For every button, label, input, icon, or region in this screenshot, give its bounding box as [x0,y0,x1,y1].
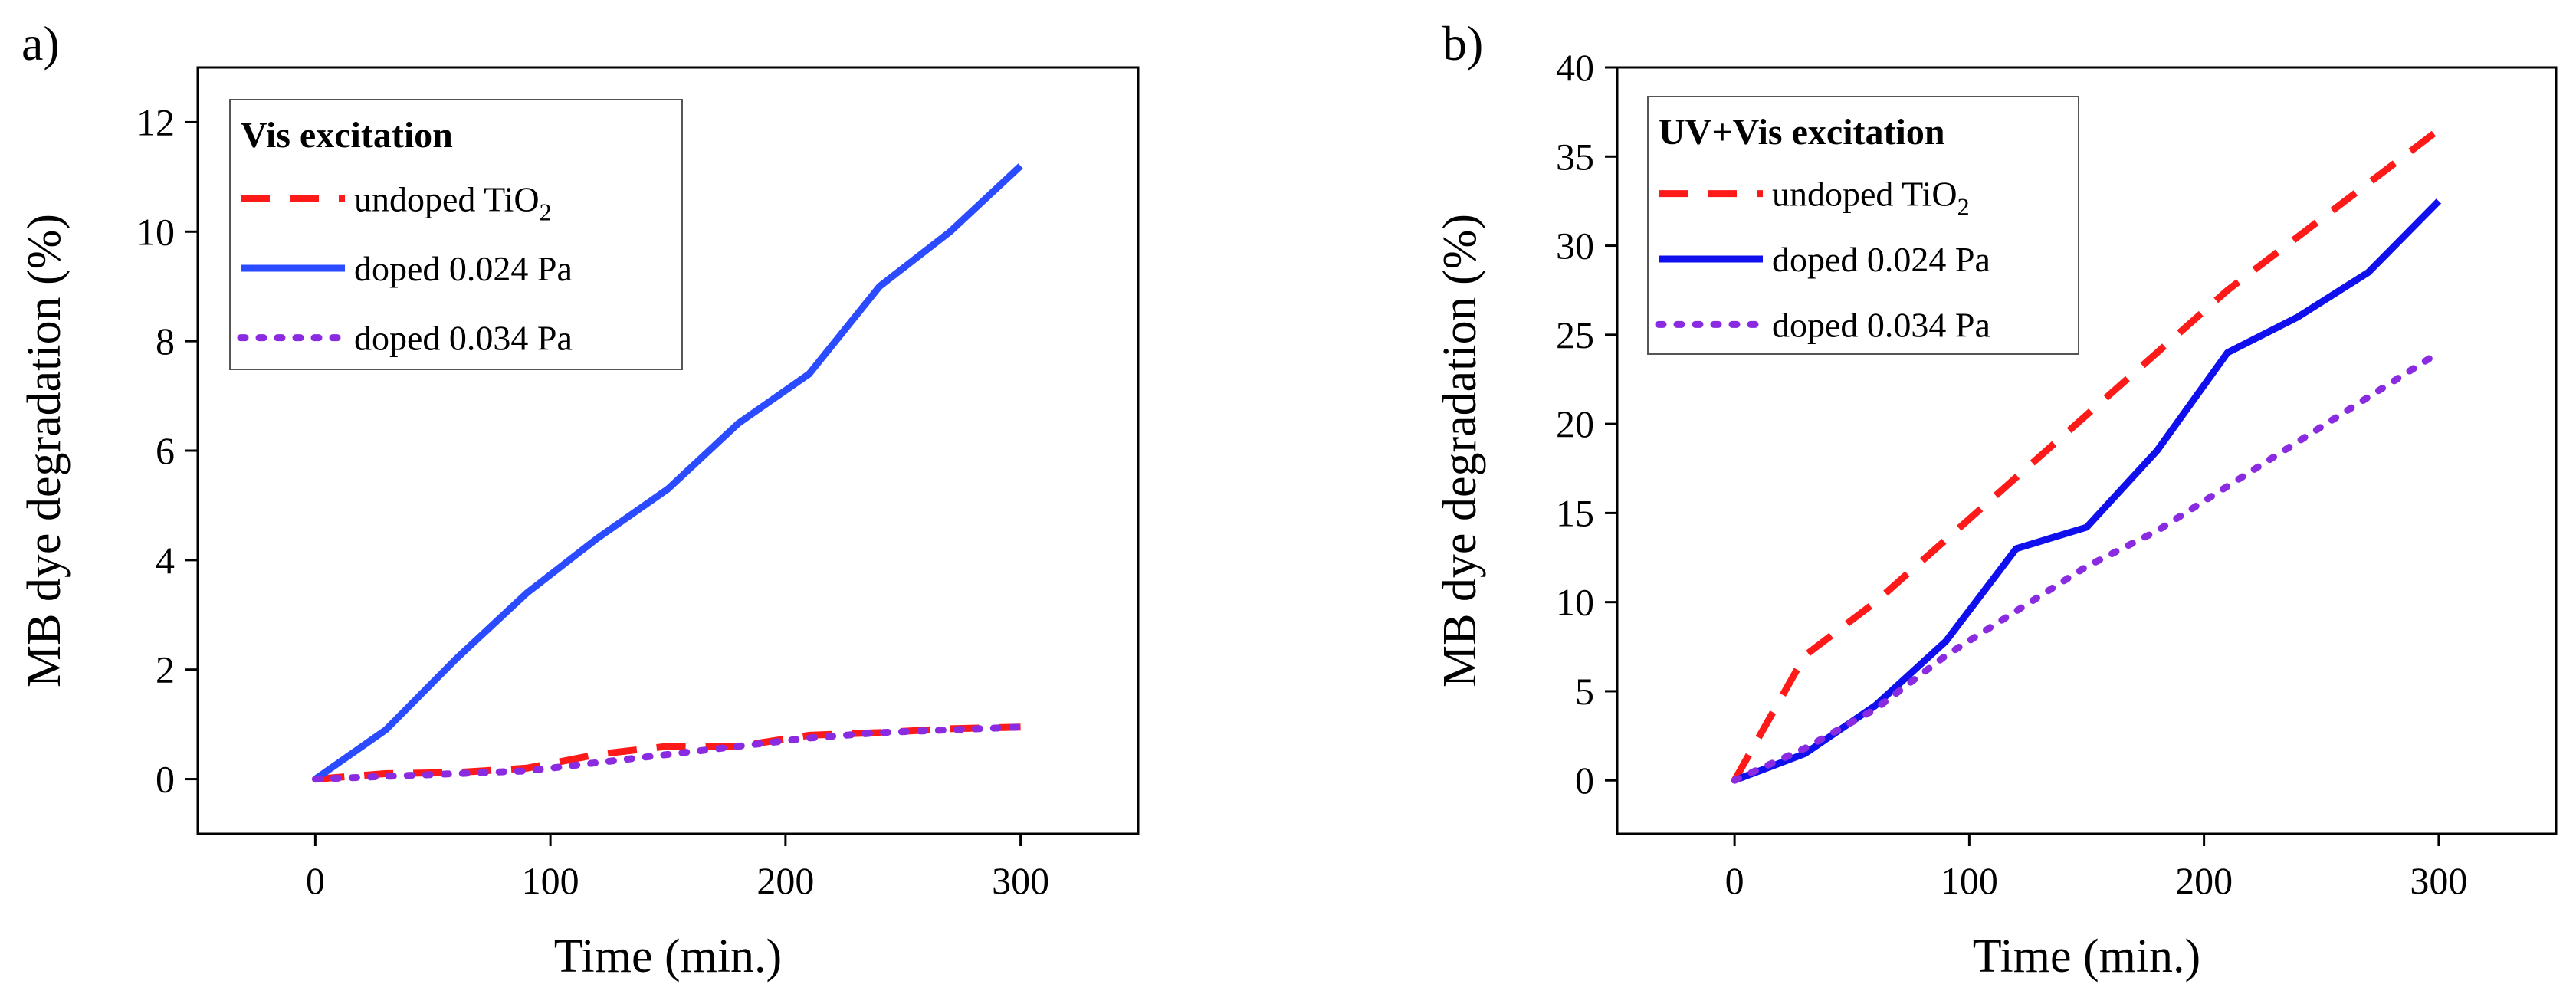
legend-title: UV+Vis excitation [1659,112,1945,153]
y-tick-label: 6 [156,429,175,472]
y-tick-label: 25 [1556,313,1594,356]
x-tick-label: 300 [992,859,1049,902]
y-tick-label: 4 [156,539,175,582]
y-tick-label: 0 [1575,759,1594,802]
chart-panel-b: 0 100 200 300 0 5 10 15 20 25 30 35 40 Time (min.) MB … [1434,16,2558,983]
series-line-2 [313,163,1023,782]
x-tick-label: 200 [756,859,814,902]
x-tick-label: 100 [1941,859,1998,902]
panel-label: b) [1442,16,1483,71]
y-tick-label: 35 [1556,135,1594,178]
legend-label-2: doped 0.024 Pa [1772,240,1990,279]
legend: Vis excitation undoped TiO2 doped 0.024 Pa… [229,99,683,370]
y-tick-label: 2 [156,648,175,691]
legend-label-3: doped 0.034 Pa [354,319,573,358]
legend-box [229,99,683,370]
legend-box [1647,96,2079,355]
x-tick-label: 200 [2175,859,2233,902]
y-tick-label: 40 [1556,46,1594,89]
series-line-1 [1731,126,2441,782]
series-line-3 [311,723,1025,783]
x-tick-label: 300 [2410,859,2467,902]
series-line-3 [1731,349,2443,784]
legend-label-1: undoped TiO2 [354,179,552,225]
y-axis-title: MB dye degradation (%) [18,214,71,687]
y-tick-label: 30 [1556,225,1594,267]
y-tick-label: 12 [136,100,175,143]
legend-label-subscript: 2 [1957,193,1970,221]
y-axis-title: MB dye degradation (%) [1434,214,1486,687]
y-tick-label: 20 [1556,402,1594,445]
x-tick-label: 0 [306,859,325,902]
legend-label-1: undoped TiO2 [1772,175,1970,221]
x-tick-label: 100 [522,859,579,902]
x-axis-title: Time (min.) [1973,930,2200,983]
legend-label-3: doped 0.034 Pa [1772,305,1990,344]
panel-label: a) [21,16,60,71]
x-tick-label: 0 [1725,859,1744,902]
y-tick-label: 0 [156,758,175,801]
y-tick-label: 10 [136,210,175,253]
legend: UV+Vis excitation undoped TiO2 doped 0.024… [1647,96,2079,355]
plot-frame [1616,66,2558,835]
legend-title: Vis excitation [241,115,453,156]
y-tick-label: 5 [1575,670,1594,713]
x-axis-title: Time (min.) [554,930,782,983]
y-tick-label: 15 [1556,491,1594,534]
y-tick-label: 8 [156,320,175,362]
chart-panel-a: 0 100 200 300 0 2 4 6 8 10 12 Time (min.) MB dye deg… [18,16,1140,983]
y-tick-label: 10 [1556,581,1594,624]
legend-label-2: doped 0.024 Pa [354,249,573,288]
legend-label-subscript: 2 [540,198,552,225]
